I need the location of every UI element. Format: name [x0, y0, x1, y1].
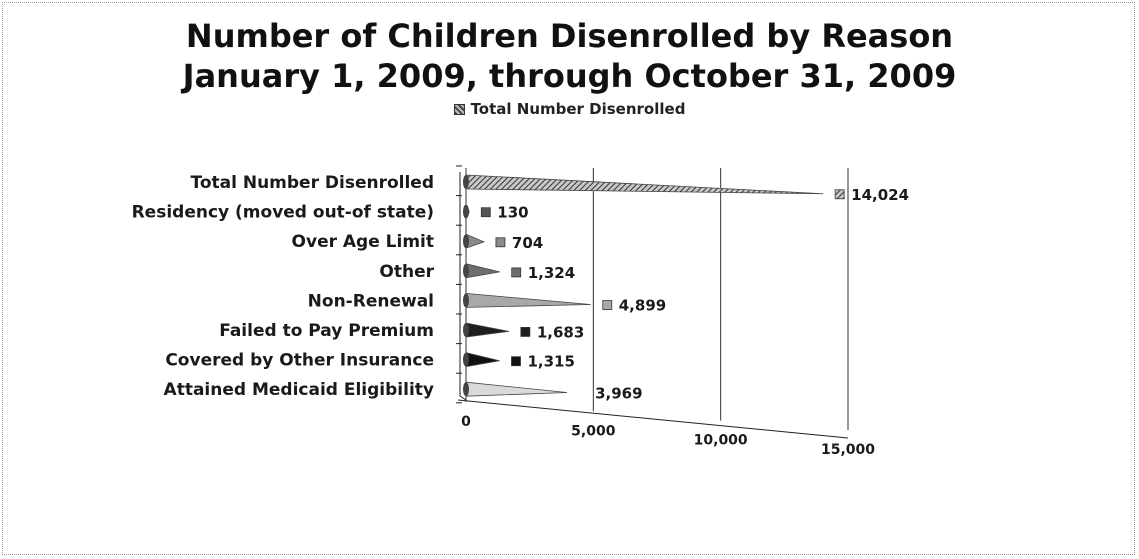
bar	[465, 352, 500, 368]
bar	[465, 174, 824, 195]
data-label-marker	[480, 207, 491, 218]
category-label: Other	[379, 262, 434, 282]
legend-label: Total Number Disenrolled	[470, 100, 686, 118]
x-tick-label: 0	[461, 414, 471, 430]
data-label-marker	[834, 189, 845, 200]
bar-base	[463, 263, 469, 278]
category-label: Total Number Disenrolled	[190, 173, 434, 193]
bar-base	[463, 234, 469, 249]
labels-layer: 0 5,000 10,000 15,000 Total Number Disenroll…	[132, 173, 909, 458]
x-tick-label: 10,000	[694, 433, 748, 449]
left-wall-edge	[459, 172, 467, 401]
bar-base	[463, 382, 469, 397]
data-label-marker	[511, 267, 522, 278]
axis-layer	[456, 165, 849, 439]
bar-base	[463, 204, 469, 219]
category-label: Covered by Other Insurance	[165, 351, 434, 371]
bars-layer	[463, 174, 824, 397]
data-label-marker	[495, 237, 506, 248]
bar	[465, 263, 500, 279]
grid-layer	[465, 168, 849, 430]
bar	[465, 292, 591, 308]
bar	[465, 381, 568, 397]
data-label: 4,899	[619, 297, 666, 315]
category-label: Failed to Pay Premium	[219, 321, 434, 341]
bar	[465, 322, 509, 338]
data-label-marker	[511, 356, 521, 367]
data-label: 130	[497, 204, 528, 222]
x-tick-label: 15,000	[821, 442, 875, 458]
data-label: 1,683	[537, 323, 584, 341]
data-label-marker	[520, 327, 531, 337]
category-label: Over Age Limit	[292, 232, 434, 252]
category-label: Non-Renewal	[308, 291, 434, 311]
data-label: 3,969	[595, 385, 642, 403]
legend-swatch	[453, 104, 465, 115]
chart-title-line-2: January 1, 2009, through October 31, 200…	[182, 57, 957, 95]
data-label: 1,315	[527, 353, 574, 371]
bar-base	[463, 323, 469, 337]
data-label-marker	[602, 300, 613, 310]
data-label: 1,324	[528, 264, 575, 282]
bar-base	[463, 293, 469, 308]
chart-legend: Total Number Disenrolled	[0, 100, 1139, 118]
data-label: 14,024	[851, 186, 909, 204]
data-label: 704	[512, 234, 543, 252]
category-label: Residency (moved out-of state)	[132, 203, 434, 223]
floor-edge	[457, 399, 849, 439]
chart-title-line-1: Number of Children Disenrolled by Reason	[185, 17, 954, 55]
bar-base	[463, 175, 469, 189]
x-tick-label: 5,000	[571, 423, 616, 439]
chart-title: Number of Children Disenrolled by Reason…	[0, 16, 1139, 96]
category-label: Attained Medicaid Eligibility	[164, 380, 434, 400]
bar-base	[463, 352, 469, 367]
